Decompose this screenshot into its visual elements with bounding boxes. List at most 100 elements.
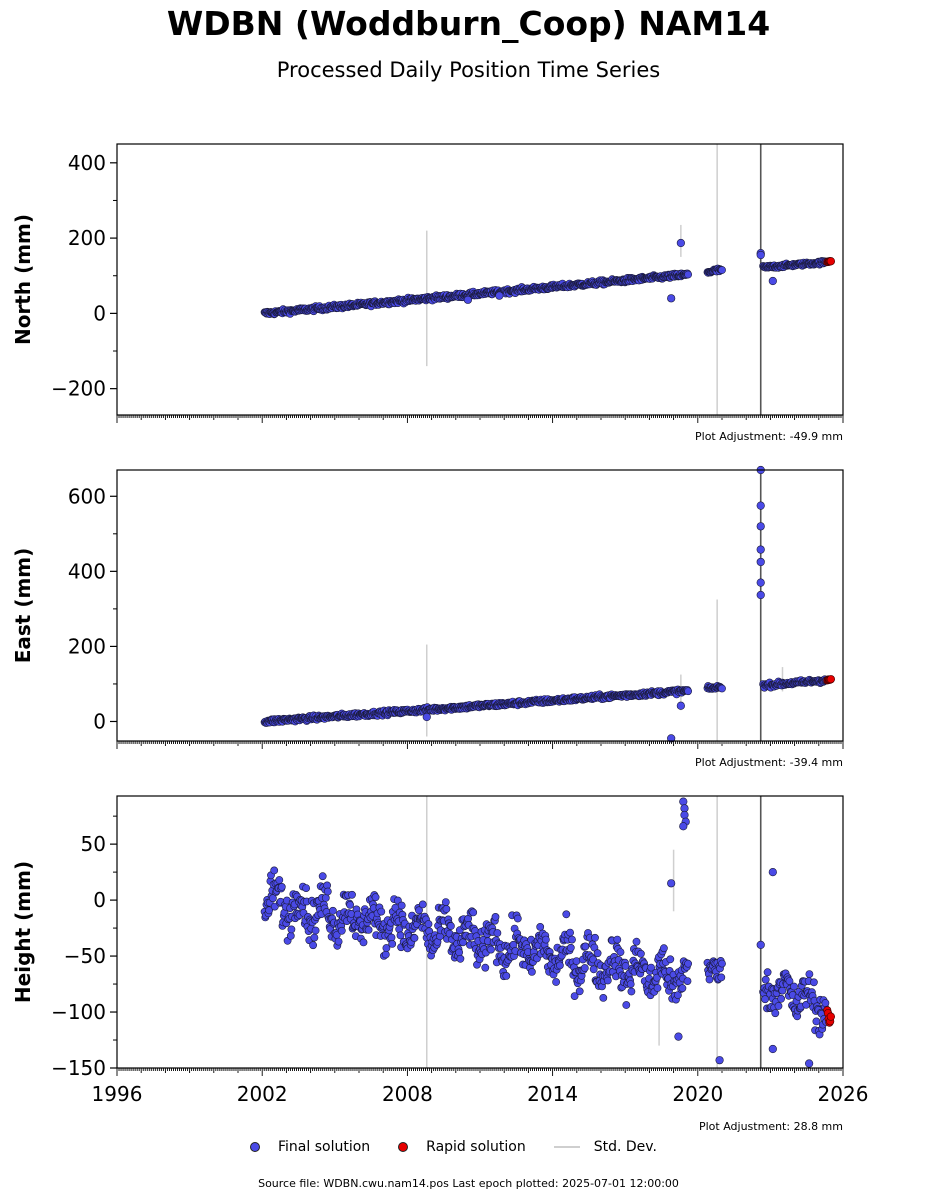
height-final-point bbox=[328, 906, 337, 915]
height-final-point bbox=[334, 937, 343, 946]
height-final-point bbox=[337, 926, 346, 935]
height-final-point bbox=[275, 876, 284, 884]
height-xtick-label: 2008 bbox=[382, 1082, 433, 1106]
height-rapid-point bbox=[826, 1012, 836, 1021]
east-ytick-label: 200 bbox=[68, 634, 106, 658]
legend-final-label: Final solution bbox=[278, 1139, 371, 1155]
height-final-point bbox=[626, 980, 635, 988]
height-final-point bbox=[382, 944, 391, 952]
height-final-point bbox=[660, 944, 668, 953]
height-final-point bbox=[346, 901, 354, 909]
height-final-point bbox=[591, 933, 599, 942]
height-final-point bbox=[446, 922, 455, 930]
height-final-point bbox=[572, 957, 581, 965]
legend-std-label: Std. Dev. bbox=[593, 1139, 657, 1155]
height-outlier-point bbox=[715, 1056, 724, 1065]
height-final-point bbox=[381, 950, 390, 959]
north-panel: −200 0 200 400 North (mm) Plot Adjustment: -4… bbox=[11, 143, 844, 443]
height-outlier-point bbox=[679, 797, 688, 806]
height-final-point bbox=[310, 933, 319, 942]
height-final-point bbox=[424, 920, 433, 928]
final-solution-marker-icon bbox=[250, 1142, 260, 1152]
height-outlier-point bbox=[674, 1032, 683, 1041]
height-final-point bbox=[387, 933, 396, 942]
north-ylabel: North (mm) bbox=[11, 214, 35, 345]
height-outlier-point bbox=[756, 940, 765, 949]
height-ytick-label: −150 bbox=[51, 1056, 106, 1080]
height-final-point bbox=[481, 963, 490, 972]
height-final-point bbox=[286, 932, 295, 940]
legend-final: Final solution bbox=[250, 1139, 370, 1155]
north-outlier-point bbox=[495, 291, 504, 300]
height-final-point bbox=[493, 929, 502, 937]
height-final-point bbox=[771, 1009, 780, 1018]
east-outlier-point bbox=[756, 557, 765, 567]
height-final-point bbox=[359, 938, 368, 947]
height-final-point bbox=[763, 968, 772, 977]
north-outlier-point bbox=[756, 250, 765, 260]
height-plot-adjustment: Plot Adjustment: 28.8 mm bbox=[699, 1120, 843, 1133]
north-outlier-point bbox=[676, 238, 685, 248]
height-final-point bbox=[777, 994, 785, 1003]
height-final-point bbox=[270, 866, 279, 875]
height-final-point bbox=[397, 901, 406, 910]
height-final-point bbox=[487, 945, 495, 954]
height-xtick-label: 2020 bbox=[672, 1082, 723, 1106]
source-footer: Source file: WDBN.cwu.nam14.pos Last epo… bbox=[258, 1177, 679, 1190]
height-final-point bbox=[627, 987, 636, 996]
height-xtick-label: 1996 bbox=[92, 1082, 143, 1106]
east-outlier-point bbox=[756, 578, 765, 587]
east-ylabel: East (mm) bbox=[11, 548, 35, 664]
std-dev-line-icon bbox=[553, 1146, 580, 1148]
height-final-point bbox=[371, 893, 380, 902]
height-xtick-label: 2026 bbox=[818, 1082, 869, 1106]
east-final-point bbox=[684, 687, 692, 696]
height-final-point bbox=[566, 928, 574, 937]
east-outlier-point bbox=[422, 712, 431, 722]
height-ytick-label: −50 bbox=[64, 944, 106, 968]
height-final-point bbox=[348, 890, 356, 899]
east-ytick-label: 600 bbox=[68, 484, 106, 508]
north-axes-frame bbox=[116, 143, 844, 416]
height-final-point bbox=[580, 964, 589, 972]
height-final-point bbox=[683, 977, 692, 985]
height-final-point bbox=[410, 934, 419, 942]
height-final-point bbox=[388, 940, 397, 948]
height-final-point bbox=[536, 923, 545, 931]
height-final-point bbox=[589, 965, 598, 974]
east-final-points bbox=[260, 675, 830, 727]
height-final-point bbox=[717, 973, 726, 982]
height-final-point bbox=[603, 976, 612, 985]
height-final-point bbox=[810, 978, 818, 987]
height-final-point bbox=[805, 970, 814, 978]
height-final-point bbox=[542, 935, 550, 944]
height-final-point bbox=[812, 1017, 821, 1026]
legend: Final solution Rapid solution Std. Dev. bbox=[250, 1136, 685, 1158]
height-final-point bbox=[321, 894, 330, 902]
height-final-point bbox=[705, 975, 714, 984]
rapid-solution-marker-icon bbox=[398, 1142, 409, 1152]
east-outlier-point bbox=[756, 545, 765, 554]
east-outlier-point bbox=[756, 522, 765, 531]
legend-std: Std. Dev. bbox=[553, 1139, 657, 1155]
height-final-point bbox=[491, 913, 500, 921]
height-final-point bbox=[442, 905, 451, 913]
height-final-point bbox=[761, 995, 769, 1004]
north-plot-adjustment: Plot Adjustment: -49.9 mm bbox=[695, 430, 843, 443]
height-final-point bbox=[613, 935, 622, 944]
height-final-point bbox=[513, 914, 522, 923]
height-final-point bbox=[778, 986, 787, 995]
height-final-point bbox=[502, 972, 511, 980]
height-final-point bbox=[552, 978, 560, 986]
north-final-point bbox=[718, 266, 726, 274]
north-final-points bbox=[260, 257, 830, 319]
height-final-point bbox=[364, 926, 373, 934]
north-ytick-label: 0 bbox=[93, 301, 106, 325]
height-final-point bbox=[581, 942, 590, 951]
height-final-point bbox=[377, 907, 386, 916]
height-final-point bbox=[653, 973, 661, 982]
east-outlier-point bbox=[676, 701, 685, 710]
height-final-point bbox=[666, 955, 675, 964]
east-panel: 0 200 400 600 East (mm) Plot Adjustment: -39.… bbox=[11, 465, 844, 769]
east-final-point bbox=[718, 684, 726, 693]
